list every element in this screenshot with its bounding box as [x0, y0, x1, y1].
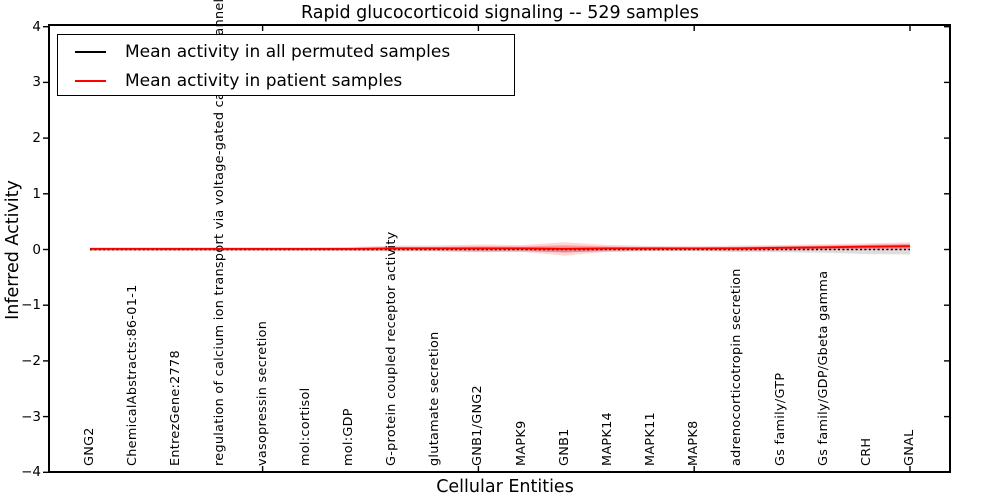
- y-tick-label: −1: [21, 297, 41, 314]
- y-tick-label: −4: [21, 464, 41, 481]
- legend-label-patient: Mean activity in patient samples: [125, 71, 403, 91]
- y-tick-label: 3: [32, 74, 41, 91]
- y-tick-label: −2: [21, 352, 41, 369]
- y-tick-label: 1: [32, 185, 41, 202]
- x-axis-label: Cellular Entities: [436, 477, 574, 497]
- y-tick-label: 4: [32, 18, 41, 35]
- legend-entry-patient: Mean activity in patient samples: [58, 70, 514, 92]
- y-tick-label: 2: [32, 130, 41, 147]
- legend-line-black: [75, 51, 106, 53]
- y-tick-label: −3: [21, 408, 41, 425]
- patient-mean-line: [90, 245, 911, 250]
- chart-title: Rapid glucocorticoid signaling -- 529 sa…: [301, 3, 699, 23]
- legend: Mean activity in all permuted samples Me…: [57, 34, 515, 96]
- legend-line-red: [75, 80, 106, 82]
- legend-entry-permuted: Mean activity in all permuted samples: [58, 41, 514, 63]
- y-axis-label: Inferred Activity: [3, 180, 23, 320]
- y-tick-label: 0: [32, 241, 41, 258]
- legend-label-permuted: Mean activity in all permuted samples: [125, 42, 451, 62]
- axes-frame: [48, 24, 951, 473]
